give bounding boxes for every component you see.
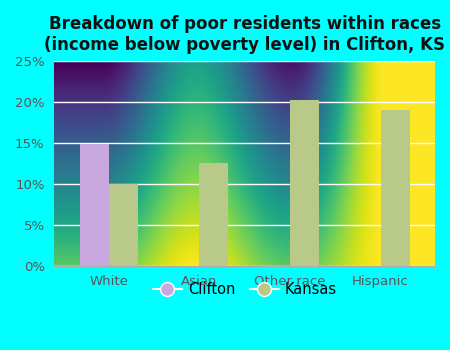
Bar [80,144,109,266]
Legend: Clifton, Kansas: Clifton, Kansas [147,276,342,303]
Title: Breakdown of poor residents within races
(income below poverty level) in Clifton: Breakdown of poor residents within races… [44,15,445,54]
Bar [199,163,228,266]
Bar [290,100,319,266]
Bar [109,184,138,266]
Bar [381,110,410,266]
